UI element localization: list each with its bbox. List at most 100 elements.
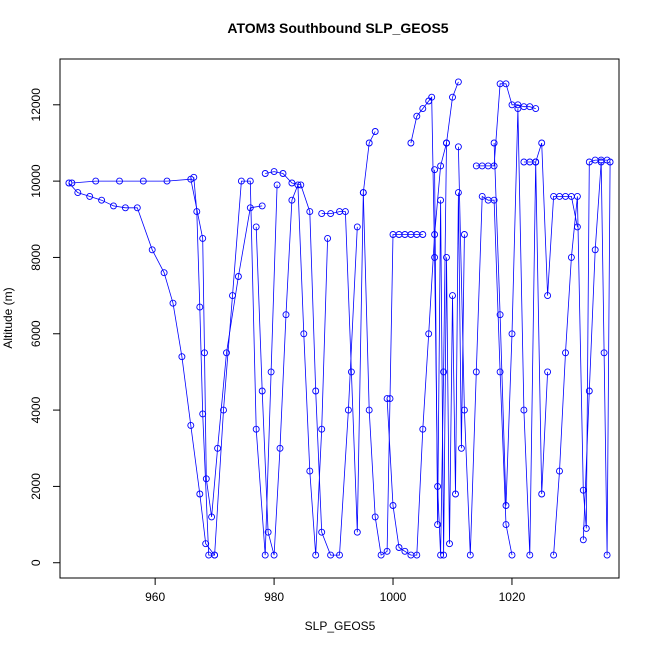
data-point bbox=[600, 349, 608, 357]
data-point bbox=[419, 231, 427, 238]
data-point bbox=[443, 253, 450, 261]
data-point bbox=[267, 368, 275, 376]
data-point bbox=[431, 253, 439, 261]
data-point bbox=[341, 208, 349, 216]
data-point bbox=[270, 551, 278, 559]
data-point bbox=[490, 196, 498, 204]
series-line bbox=[410, 96, 447, 556]
data-point bbox=[591, 246, 599, 254]
data-point bbox=[478, 192, 486, 200]
data-point bbox=[252, 425, 260, 433]
data-point bbox=[208, 513, 216, 521]
data-point bbox=[383, 395, 391, 403]
data-point bbox=[419, 425, 427, 433]
x-tick-label: 1000 bbox=[380, 590, 407, 604]
data-point bbox=[460, 231, 468, 238]
data-point bbox=[452, 490, 459, 498]
data-point bbox=[163, 177, 171, 185]
data-point bbox=[220, 406, 227, 414]
data-point bbox=[306, 208, 314, 216]
series-line bbox=[476, 83, 536, 167]
data-point bbox=[597, 158, 605, 166]
data-point bbox=[258, 387, 266, 395]
data-point bbox=[472, 368, 480, 376]
data-point bbox=[121, 204, 129, 212]
data-point bbox=[178, 353, 186, 361]
data-point bbox=[193, 208, 201, 216]
data-point bbox=[603, 551, 611, 559]
series-line bbox=[434, 169, 465, 556]
x-axis-label: SLP_GEOS5 bbox=[305, 619, 376, 633]
data-point bbox=[318, 528, 326, 536]
data-point bbox=[270, 168, 278, 176]
data-point bbox=[573, 192, 581, 200]
data-point bbox=[288, 196, 296, 204]
data-point bbox=[288, 179, 296, 187]
data-point bbox=[585, 158, 593, 166]
data-point bbox=[454, 189, 462, 197]
data-point bbox=[606, 158, 614, 166]
data-point bbox=[327, 210, 335, 218]
data-point bbox=[502, 502, 510, 509]
y-tick-label: 8000 bbox=[29, 244, 43, 271]
data-point bbox=[454, 78, 462, 86]
data-point bbox=[443, 139, 450, 147]
y-tick-label: 0 bbox=[29, 559, 43, 566]
data-point bbox=[502, 521, 510, 529]
data-point bbox=[514, 101, 522, 109]
data-point bbox=[246, 177, 254, 185]
y-tick-label: 4000 bbox=[29, 396, 43, 423]
series-line bbox=[553, 159, 608, 556]
data-point bbox=[371, 128, 379, 135]
data-point bbox=[261, 551, 269, 559]
data-point bbox=[532, 105, 540, 113]
data-point bbox=[428, 93, 436, 101]
data-point bbox=[431, 166, 439, 174]
y-tick-label: 10000 bbox=[29, 164, 43, 198]
data-point bbox=[252, 223, 260, 231]
data-point bbox=[202, 540, 210, 548]
data-point bbox=[532, 158, 540, 166]
data-point bbox=[297, 181, 305, 189]
plot-frame bbox=[59, 58, 620, 579]
data-point bbox=[538, 139, 546, 147]
data-point bbox=[199, 410, 207, 418]
series-line bbox=[193, 177, 278, 556]
data-point bbox=[169, 299, 177, 307]
data-point bbox=[419, 105, 427, 113]
data-point bbox=[312, 551, 320, 559]
data-point bbox=[261, 170, 269, 177]
data-point bbox=[440, 368, 448, 376]
series-line bbox=[493, 108, 548, 556]
data-point bbox=[365, 139, 373, 147]
data-point bbox=[68, 179, 76, 187]
data-point bbox=[344, 406, 352, 414]
data-point bbox=[98, 196, 106, 204]
x-tick-label: 980 bbox=[264, 590, 284, 604]
data-point bbox=[190, 173, 198, 181]
data-point bbox=[454, 143, 462, 151]
data-point bbox=[199, 234, 207, 242]
data-point bbox=[585, 387, 593, 395]
data-point bbox=[550, 551, 558, 559]
data-point bbox=[496, 311, 504, 319]
data-point bbox=[223, 349, 230, 357]
plot-area bbox=[65, 78, 614, 559]
series-line bbox=[458, 146, 513, 556]
data-point bbox=[457, 444, 465, 452]
data-point bbox=[264, 528, 272, 536]
y-tick-label: 12000 bbox=[29, 88, 43, 122]
data-point bbox=[324, 234, 332, 242]
data-point bbox=[229, 292, 236, 300]
data-point bbox=[273, 181, 281, 189]
data-point bbox=[520, 406, 528, 414]
data-point bbox=[582, 524, 590, 532]
data-point bbox=[110, 202, 117, 210]
data-point bbox=[279, 170, 287, 177]
data-point bbox=[74, 189, 82, 197]
data-point bbox=[413, 551, 421, 559]
series-line bbox=[265, 171, 358, 556]
data-point bbox=[425, 330, 433, 338]
data-point bbox=[196, 490, 204, 498]
series-line bbox=[255, 184, 328, 556]
